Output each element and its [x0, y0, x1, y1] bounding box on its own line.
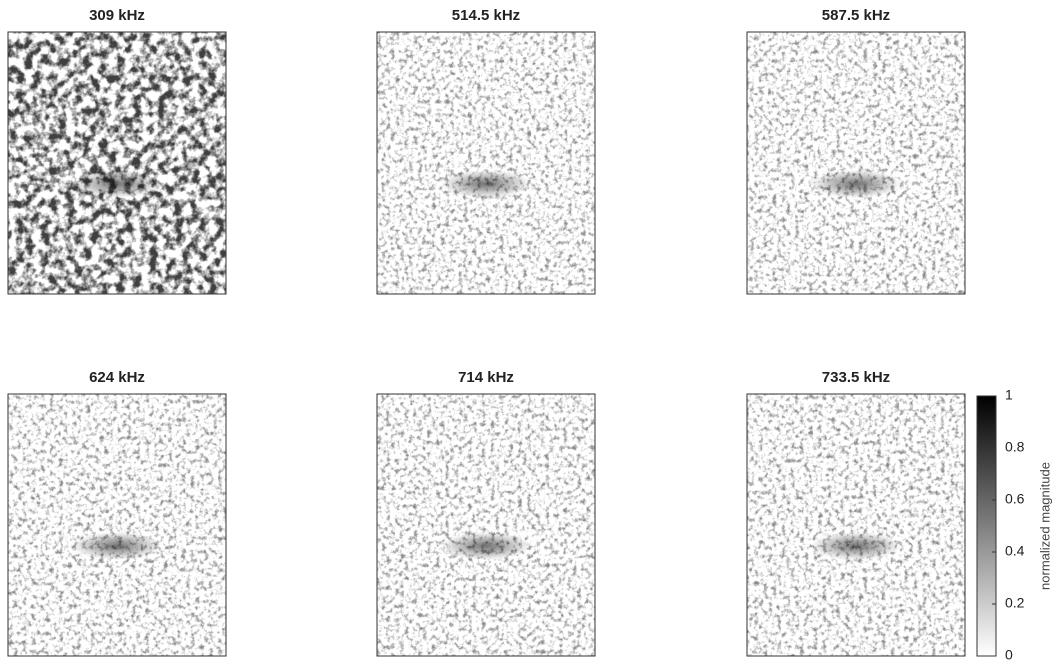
panel-texture [747, 394, 965, 656]
figure: 309 kHz 514.5 kHz 587.5 kHz 624 kHz 714 kHz 7… [0, 0, 1055, 666]
panel-title: 309 kHz [89, 7, 145, 24]
panel-texture [747, 32, 965, 294]
panel-title: 714 kHz [458, 369, 514, 386]
colorbar-label: normalized magnitude [1037, 462, 1052, 590]
panel-core [441, 532, 531, 560]
colorbar-tick-label: 0 [1005, 647, 1013, 663]
colorbar-tick-label: 0.6 [1005, 491, 1025, 507]
panel-title: 514.5 kHz [452, 7, 520, 24]
panel-title: 587.5 kHz [822, 7, 890, 24]
colorbar-tick-label: 0.4 [1005, 543, 1025, 559]
colorbar-tick-label: 0.2 [1005, 595, 1025, 611]
panel-texture [377, 32, 595, 294]
colorbar-tick-label: 0.8 [1005, 439, 1025, 455]
panel-texture [8, 32, 226, 294]
panel-texture [8, 394, 226, 656]
colorbar-tick-label: 1 [1005, 387, 1013, 403]
panel-title: 624 kHz [89, 369, 145, 386]
panel-core [811, 170, 901, 198]
panel-core [72, 532, 162, 560]
colorbar [977, 396, 996, 656]
panel-core [441, 170, 531, 198]
panel-core [72, 170, 162, 198]
panel-texture [377, 394, 595, 656]
panel-title: 733.5 kHz [822, 369, 890, 386]
panel-core [811, 532, 901, 560]
